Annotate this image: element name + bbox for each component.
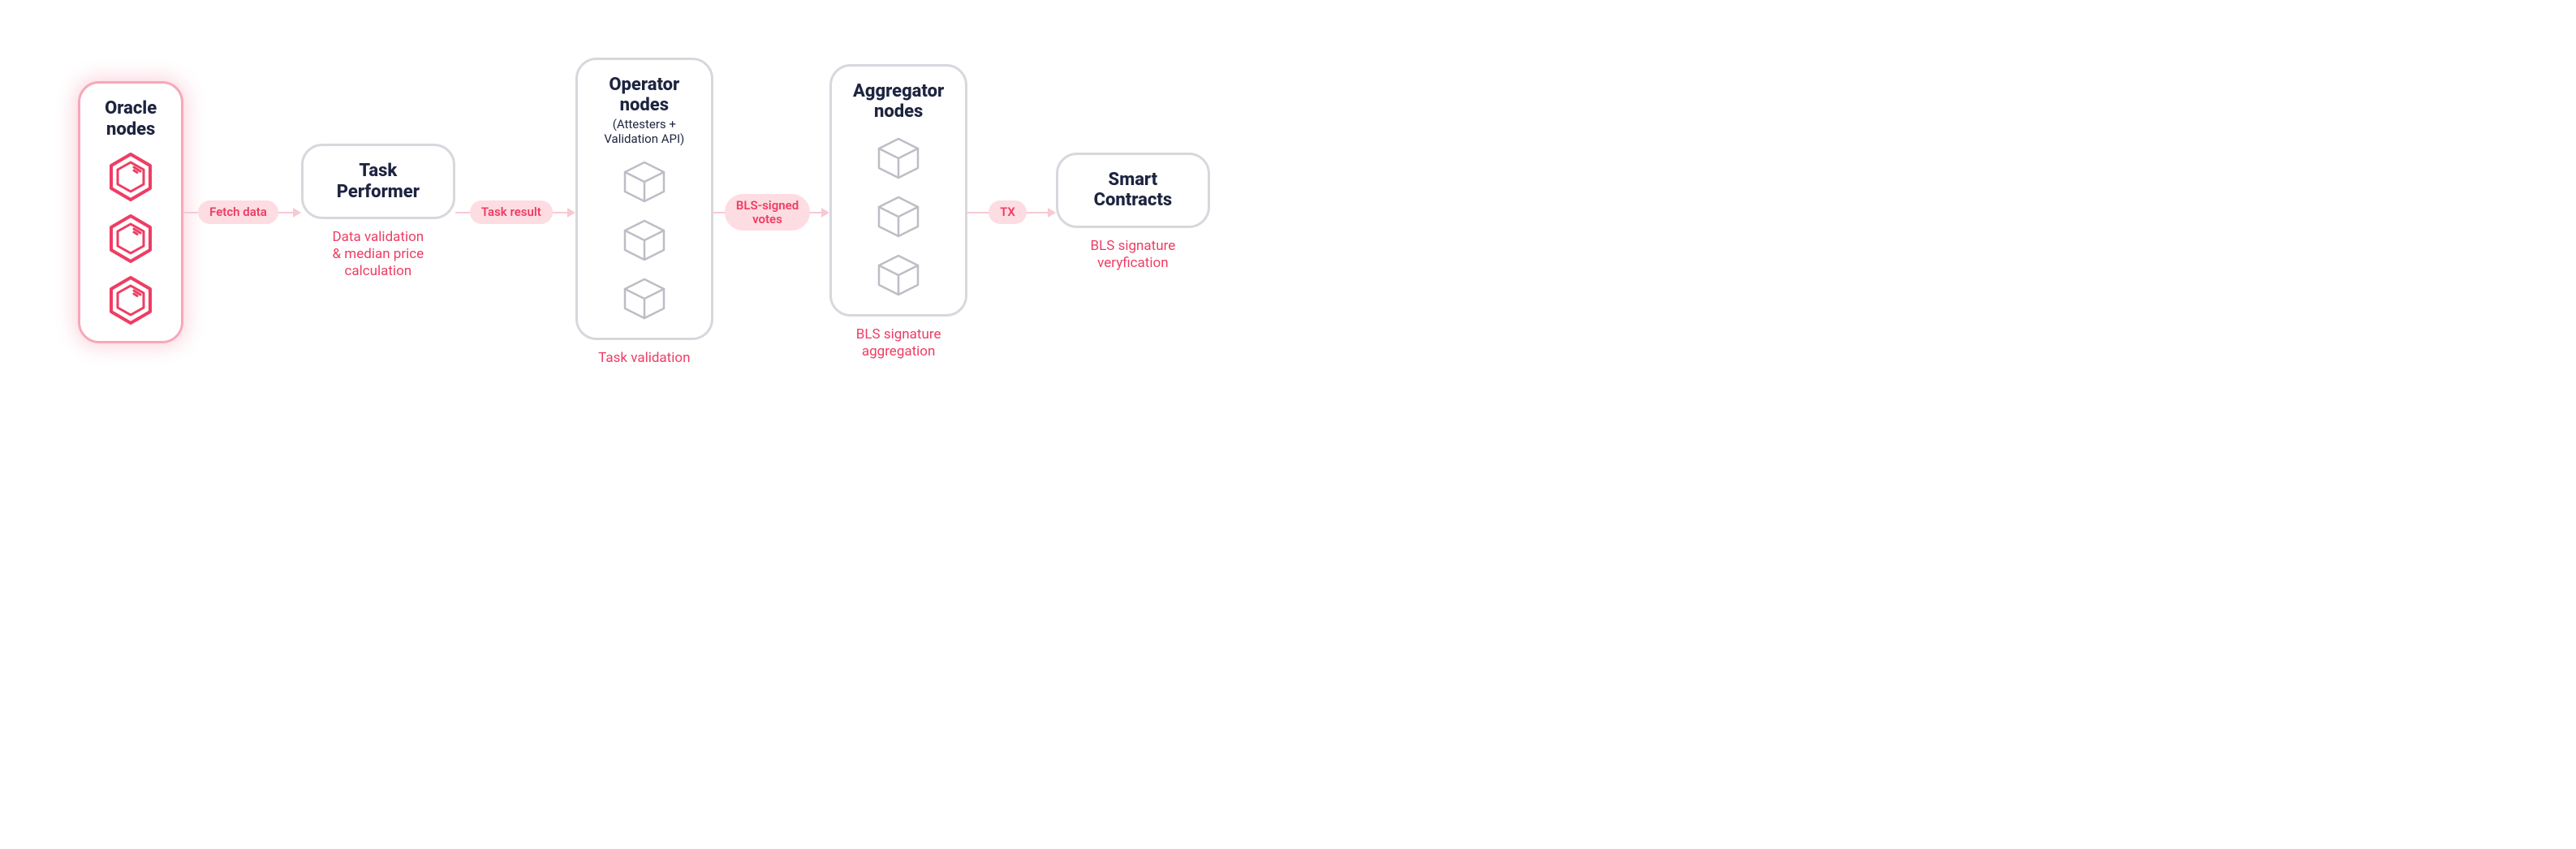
node-subtitle: (Attesters + Validation API) — [604, 117, 684, 146]
hexagon-icon — [105, 274, 157, 326]
edge-label: Task result — [470, 200, 553, 224]
node-smart_contracts: Smart Contracts BLS signature veryficatio… — [1056, 153, 1210, 272]
cube-icon — [620, 274, 669, 323]
node-operator: Operator nodes(Attesters + Validation AP… — [575, 58, 713, 368]
node-caption: Data validation & median price calculati… — [333, 229, 424, 281]
arrow-head-icon — [1048, 208, 1056, 218]
edge-label: TX — [989, 200, 1027, 224]
edge-line — [278, 212, 293, 213]
icon-stack — [620, 157, 669, 323]
node-caption: BLS signature veryfication — [1091, 238, 1176, 273]
node-title: Oracle nodes — [105, 98, 157, 140]
node-caption: Task validation — [598, 350, 690, 367]
node-box: Operator nodes(Attesters + Validation AP… — [575, 58, 713, 341]
cube-icon — [620, 216, 669, 265]
node-aggregator: Aggregator nodes BLS signature aggregatio… — [829, 64, 967, 360]
cube-icon — [620, 157, 669, 206]
edge: BLS-signed votes — [713, 194, 829, 231]
edge-line — [1027, 212, 1048, 213]
edge-line — [810, 212, 821, 213]
edge-line — [553, 212, 567, 213]
edge-label: BLS-signed votes — [725, 194, 810, 231]
node-title: Aggregator nodes — [853, 81, 944, 123]
node-oracle: Oracle nodes — [78, 81, 183, 343]
node-box: Oracle nodes — [78, 81, 183, 343]
edge-label: Fetch data — [198, 200, 278, 224]
edge-line — [967, 212, 989, 213]
flow-row: Oracle nodes Fetch data Task Performer Data… — [78, 58, 1210, 368]
node-title: Smart Contracts — [1094, 170, 1173, 211]
node-box: Smart Contracts — [1056, 153, 1210, 228]
arrow-head-icon — [821, 208, 829, 218]
hexagon-icon — [105, 151, 157, 203]
cube-icon — [874, 251, 923, 300]
edge: Task result — [455, 200, 575, 224]
node-title: Task Performer — [337, 161, 420, 202]
node-box: Aggregator nodes — [829, 64, 967, 317]
flow-diagram: Oracle nodes Fetch data Task Performer Data… — [0, 0, 1288, 424]
arrow-head-icon — [293, 208, 301, 218]
cube-icon — [874, 192, 923, 241]
edge: TX — [967, 200, 1056, 224]
hexagon-icon — [105, 213, 157, 265]
edge-line — [183, 212, 198, 213]
icon-stack — [874, 134, 923, 300]
edge-line — [455, 212, 470, 213]
icon-stack — [105, 151, 157, 326]
cube-icon — [874, 134, 923, 183]
arrow-head-icon — [567, 208, 575, 218]
node-caption: BLS signature aggregation — [856, 326, 941, 361]
node-title: Operator nodes — [609, 75, 679, 116]
node-box: Task Performer — [301, 144, 455, 219]
edge: Fetch data — [183, 200, 301, 224]
node-task_performer: Task Performer Data validation & median p… — [301, 144, 455, 280]
edge-line — [713, 212, 725, 213]
